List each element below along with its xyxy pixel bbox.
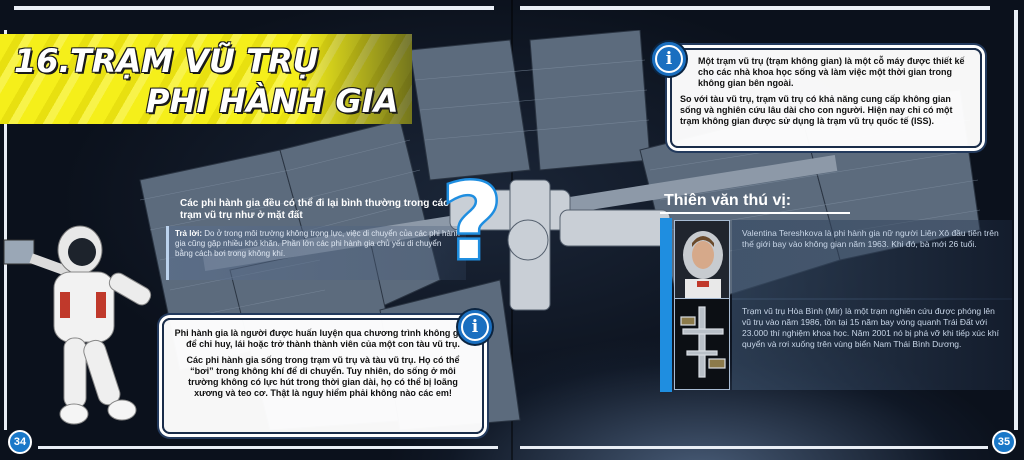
mir-station-photo [674, 298, 730, 390]
fact-accent-bar [660, 296, 672, 392]
qa-answer: Trả lời: Do ở trong môi trường không trọ… [175, 229, 460, 259]
fact-text-panel: Trạm vũ trụ Hòa Bình (Mir) là một trạm n… [732, 298, 1012, 390]
info-paragraph-2: So với tàu vũ trụ, trạm vũ trụ có khả nă… [680, 94, 953, 126]
info-box-space-station: Một trạm vũ trụ (trạm không gian) là một… [670, 48, 982, 148]
lesson-number: 16. [14, 42, 71, 80]
frame-top-left [14, 6, 494, 10]
svg-text:?: ? [442, 172, 502, 270]
qa-question: Các phi hành gia đều có thể đi lại bình … [180, 198, 449, 221]
fun-facts-heading: Thiên văn thú vị: [664, 192, 792, 209]
qa-answer-text: Do ở trong môi trường không trọng lực, v… [175, 229, 460, 258]
fact-text: Valentina Tereshkova là phi hành gia nữ … [742, 228, 999, 249]
frame-right-edge [1014, 10, 1018, 430]
page-number-left: 34 [8, 430, 32, 454]
info-icon: i [458, 310, 492, 344]
frame-bottom-left [38, 446, 498, 449]
fun-fact-item: Trạm vũ trụ Hòa Bình (Mir) là một trạm n… [660, 296, 1012, 392]
qa-answer-panel: Trả lời: Do ở trong môi trường không trọ… [166, 226, 466, 280]
info-box-astronaut: Phi hành gia là người được huấn luyện qu… [162, 318, 484, 434]
fun-fact-item: Valentina Tereshkova là phi hành gia nữ … [660, 218, 1012, 302]
info-paragraph-2: Các phi hành gia sống trong trạm vũ trụ … [186, 355, 460, 398]
frame-left-edge [4, 30, 7, 430]
heading-underline [660, 212, 850, 214]
title-banner [0, 34, 412, 124]
qa-block: Các phi hành gia đều có thể đi lại bình … [166, 198, 466, 280]
qa-answer-label: Trả lời: [175, 229, 203, 238]
fact-accent-bar [660, 218, 672, 302]
fact-text: Trạm vũ trụ Hòa Bình (Mir) là một trạm n… [742, 306, 999, 349]
info-paragraph-1: Phi hành gia là người được huấn luyện qu… [174, 328, 472, 349]
info-paragraph-1: Một trạm vũ trụ (trạm không gian) là một… [698, 56, 965, 88]
fact-text-panel: Valentina Tereshkova là phi hành gia nữ … [732, 220, 1012, 300]
page-number-right: 35 [992, 430, 1016, 454]
frame-bottom-right [520, 446, 988, 449]
title-line-1: TRẠM VŨ TRỤ [70, 42, 319, 80]
question-mark-icon: ? [440, 172, 504, 270]
astronaut-illustration [3, 225, 152, 425]
title-line-2: PHI HÀNH GIA [146, 82, 399, 120]
frame-top-right [520, 6, 990, 10]
cosmonaut-portrait-photo [674, 220, 730, 300]
info-icon: i [652, 42, 686, 76]
